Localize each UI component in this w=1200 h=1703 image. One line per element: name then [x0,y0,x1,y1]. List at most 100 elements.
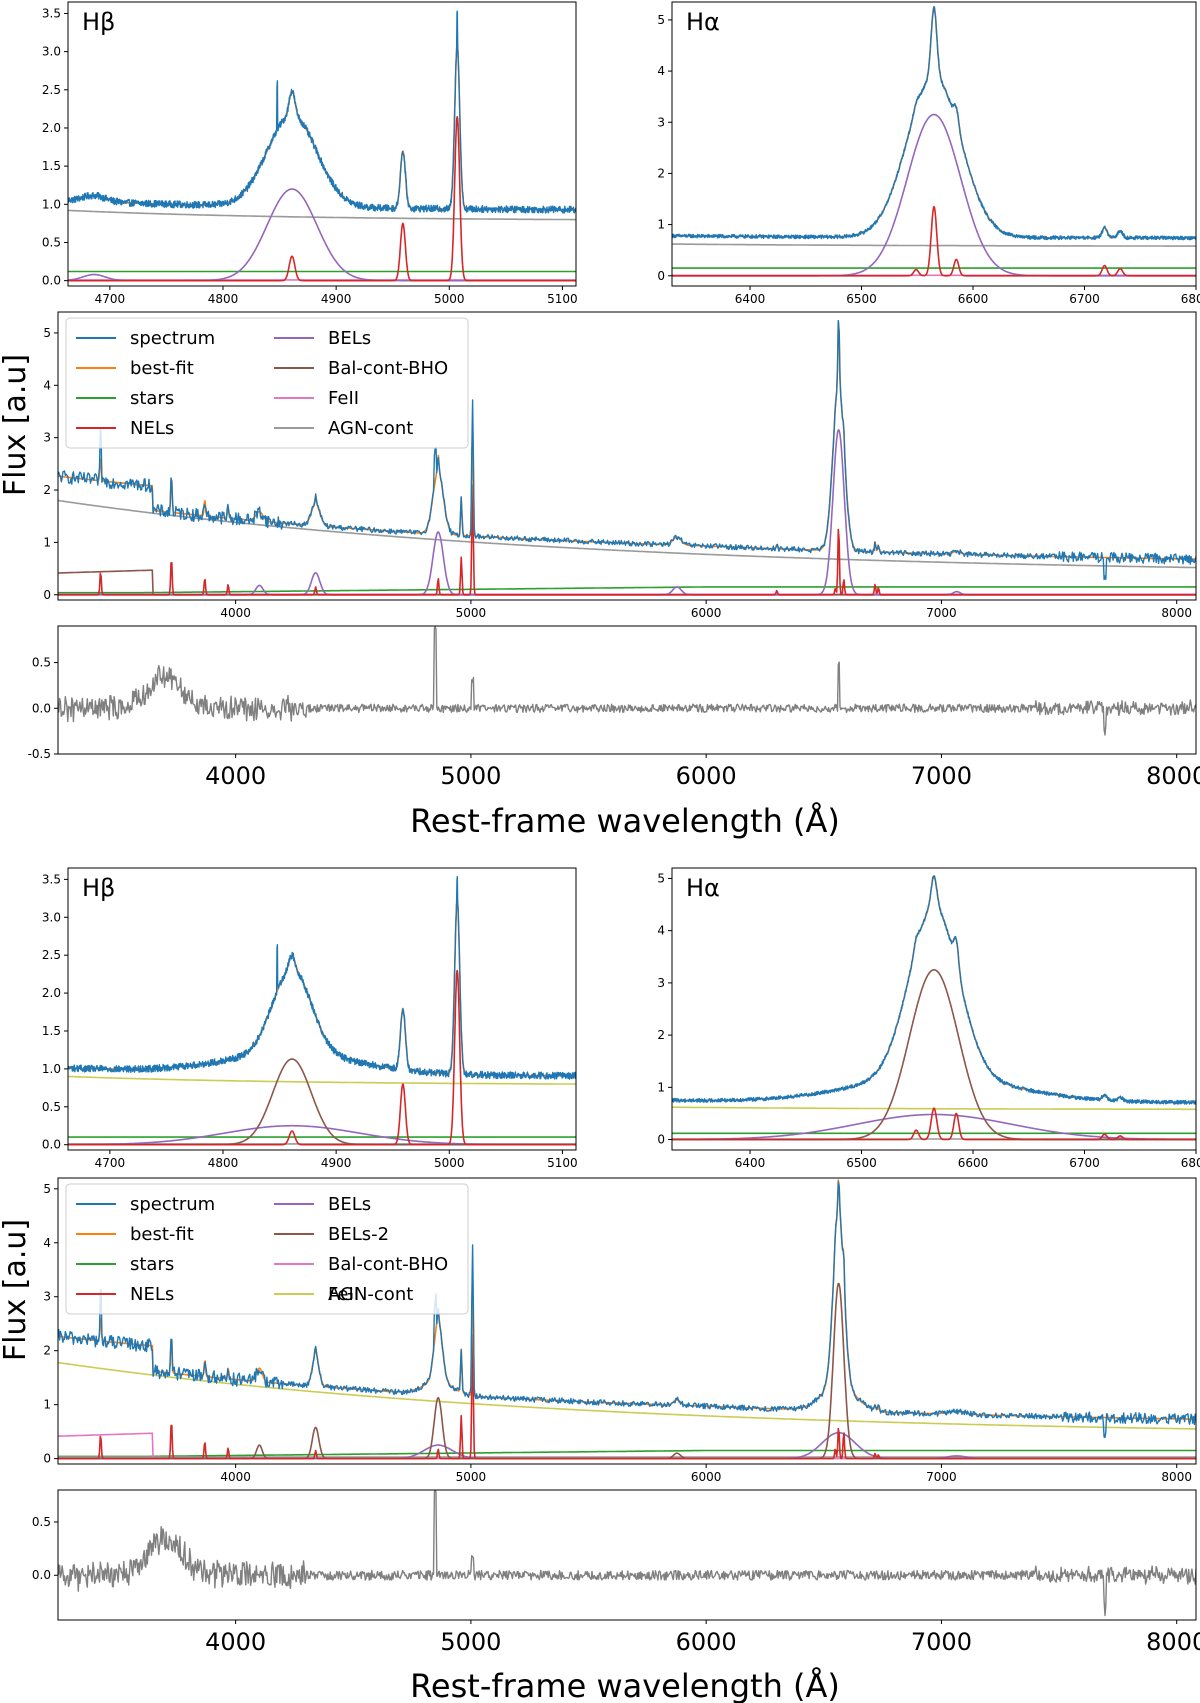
y-tick-label: 3.0 [42,910,61,924]
x-tick-label: 8000 [1146,1628,1200,1656]
y-tick-label: 0 [43,1452,51,1466]
y-tick-label: 1.5 [42,1024,61,1038]
y-tick-label: 4 [43,1236,51,1250]
legend-label: BELs [328,328,371,349]
y-tick-label: 0.0 [32,701,51,715]
x-tick-label: 4800 [208,292,239,306]
y-tick-label: 2 [657,1028,665,1042]
x-tick-label: 7000 [911,762,972,790]
y-tick-label: 1.0 [42,197,61,211]
x-tick-label: 6000 [676,762,737,790]
x-tick-label: 6000 [691,1470,722,1484]
series-best-fit [672,875,1196,1104]
legend-label: spectrum [130,328,215,349]
series-nels [68,116,576,282]
axes-frame [67,1,577,287]
legend-label: AGN-cont [328,418,413,439]
y-tick-label: 5 [43,326,51,340]
legend-label: stars [130,388,174,409]
y-tick-label: 1 [43,1398,51,1412]
x-tick-label: 4700 [95,292,126,306]
series-residual [58,1490,1196,1617]
panel-top-full: 4000 5000 6000 7000 8000 0 1 2 3 4 5 spectrum best-f… [43,311,1197,620]
series-spectrum [672,5,1196,241]
x-tick-label: 6600 [958,1156,989,1170]
y-tick-label: 2 [43,483,51,497]
y-tick-label: 2.0 [42,986,61,1000]
y-tick-label: 0 [657,269,665,283]
y-tick-label: -0.5 [28,747,51,761]
axes-frame [671,1,1197,287]
x-tick-label: 4000 [220,606,251,620]
y-tick-label: 2.5 [42,948,61,962]
y-tick-label: 5 [657,13,665,27]
y-tick-label: 2.5 [42,83,61,97]
series-stars [58,1449,1196,1458]
x-tick-label: 4900 [321,292,352,306]
y-tick-label: 0 [43,588,51,602]
xlabel-top: Rest-frame wavelength (Å) [410,802,840,840]
y-tick-label: 2.0 [42,121,61,135]
axes-frame [671,867,1197,1151]
x-tick-label: 5000 [440,1628,501,1656]
y-tick-label: 0 [657,1133,665,1147]
x-tick-label: 5000 [440,762,501,790]
x-tick-label: 4900 [321,1156,352,1170]
x-tick-label: 6000 [691,606,722,620]
x-tick-label: 6500 [846,292,877,306]
legend-label: NELs [130,1284,174,1305]
legend-label: Bal-cont-BHO [328,1254,448,1275]
legend-box [65,1183,469,1315]
series-spectrum [68,10,576,214]
x-tick-label: 5000 [434,1156,465,1170]
series-bels [672,1113,1196,1141]
y-tick-label: 0.5 [32,1515,51,1529]
legend-label: FeII [328,1284,359,1305]
legend-label: best-fit [130,358,194,379]
x-tick-label: 8000 [1146,762,1200,790]
y-tick-label: 1 [657,218,665,232]
axes-frame [57,1489,1197,1621]
y-tick-label: 0.5 [32,656,51,670]
series-spectrum [672,875,1196,1105]
series-agn-cont [68,209,576,221]
legend-label: spectrum [130,1194,215,1215]
axes-frame [57,311,1197,601]
panel-title: Hβ [82,874,115,902]
y-tick-label: 3.5 [42,872,61,886]
y-tick-label: 1 [657,1080,665,1094]
legend-label: FeII [328,388,359,409]
y-tick-label: 3.0 [42,45,61,59]
series-nels [68,969,576,1146]
y-tick-label: 1 [43,535,51,549]
series-spectrum [58,319,1196,581]
y-tick-label: 0.0 [42,274,61,288]
x-tick-label: 7000 [926,606,957,620]
xlabel-bottom: Rest-frame wavelength (Å) [410,1667,840,1703]
x-tick-label: 5000 [456,1470,487,1484]
y-tick-label: 5 [43,1182,51,1196]
y-tick-label: 0.5 [42,235,61,249]
y-tick-label: 3 [657,976,665,990]
legend-label: Bal-cont-BHO [328,358,448,379]
x-tick-label: 4000 [205,1628,266,1656]
y-tick-label: 0.5 [42,1100,61,1114]
panel-top-hbeta: 4700 4800 4900 5000 5100 0.0 0.5 1.0 1.5 2.0 2.5 3.… [42,1,578,306]
series-residual [58,626,1196,736]
x-tick-label: 4000 [205,762,266,790]
x-tick-label: 7000 [911,1628,972,1656]
ylabel-top: Flux [a.u] [0,354,33,496]
x-tick-label: 7000 [926,1470,957,1484]
y-tick-label: 4 [657,64,665,78]
panel-title: Hβ [82,8,115,36]
series-spectrum [58,1181,1196,1439]
x-tick-label: 6400 [735,292,766,306]
series-nels [58,484,1196,596]
legend-label: best-fit [130,1224,194,1245]
series-best-fit [68,899,576,1077]
x-tick-label: 4000 [220,1470,251,1484]
legend-label: BELs-2 [328,1224,389,1245]
